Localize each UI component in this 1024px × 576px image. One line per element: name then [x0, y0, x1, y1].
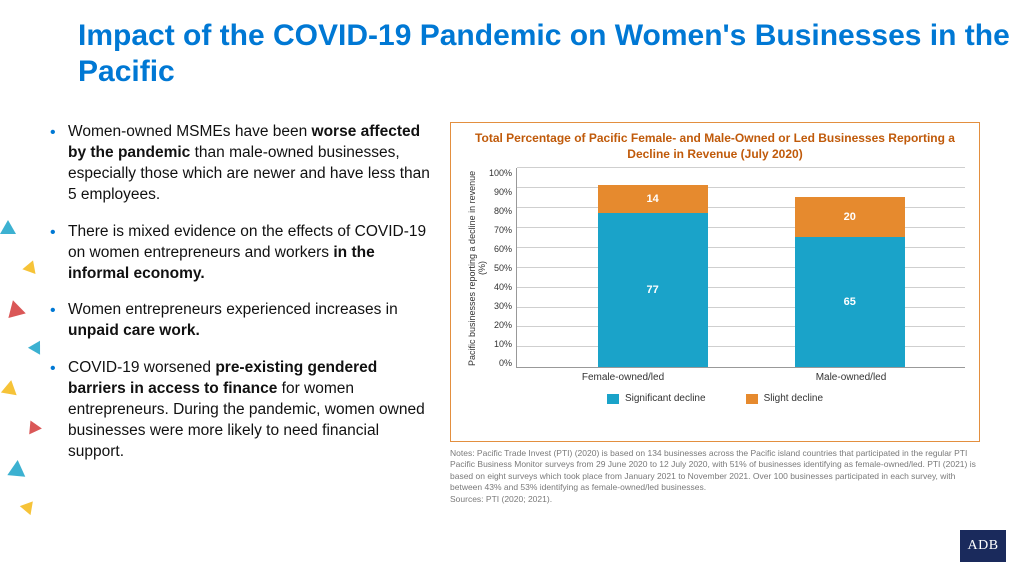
legend-item: Slight decline — [746, 393, 823, 404]
decorative-triangle — [28, 337, 46, 354]
bullet-item: Women entrepreneurs experienced increase… — [50, 300, 430, 342]
chart-legend: Significant decline Slight decline — [465, 393, 965, 404]
bullet-item: There is mixed evidence on the effects o… — [50, 222, 430, 285]
decorative-triangle — [7, 459, 26, 477]
chart-container: Total Percentage of Pacific Female- and … — [450, 122, 980, 442]
bullet-list: Women-owned MSMEs have been worse affect… — [50, 122, 430, 479]
y-axis-ticks: 100%90%80%70%60%50%40%30%20%10%0% — [489, 168, 516, 368]
bar: 6520 — [795, 197, 905, 367]
adb-logo: ADB — [960, 530, 1006, 562]
legend-item: Significant decline — [607, 393, 706, 404]
decorative-triangle — [20, 497, 38, 515]
bar: 7714 — [598, 185, 708, 367]
bullet-item: Women-owned MSMEs have been worse affect… — [50, 122, 430, 206]
bullet-item: COVID-19 worsened pre-existing gendered … — [50, 358, 430, 463]
decorative-triangle — [1, 379, 19, 396]
page-title: Impact of the COVID-19 Pandemic on Women… — [78, 18, 1024, 90]
chart-plot-area: 7714 6520 — [516, 168, 965, 368]
x-axis-labels: Female-owned/ledMale-owned/led — [509, 372, 965, 383]
chart-title: Total Percentage of Pacific Female- and … — [465, 131, 965, 162]
decorative-triangle — [22, 258, 39, 274]
y-axis-label: Pacific businesses reporting a decline i… — [465, 168, 489, 368]
chart-notes: Notes: Pacific Trade Invest (PTI) (2020)… — [450, 448, 980, 505]
decorative-triangle — [24, 418, 42, 435]
decorative-triangle — [0, 220, 16, 234]
decorative-triangle — [4, 298, 26, 318]
